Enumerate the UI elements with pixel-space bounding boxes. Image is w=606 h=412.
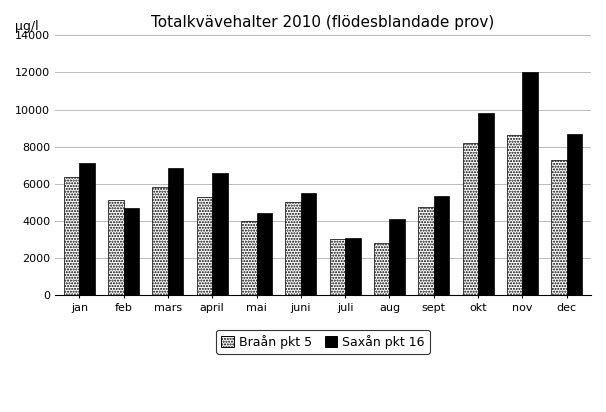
- Bar: [256, 213, 272, 295]
- Bar: [345, 238, 361, 295]
- Text: μg/l: μg/l: [15, 20, 38, 33]
- Bar: [551, 160, 567, 295]
- Bar: [241, 221, 256, 295]
- Bar: [390, 219, 405, 295]
- Bar: [108, 201, 124, 295]
- Bar: [567, 133, 582, 295]
- Bar: [79, 164, 95, 295]
- Bar: [168, 168, 184, 295]
- Bar: [212, 173, 228, 295]
- Legend: Braån pkt 5, Saxån pkt 16: Braån pkt 5, Saxån pkt 16: [216, 330, 430, 354]
- Bar: [434, 196, 449, 295]
- Bar: [64, 177, 79, 295]
- Bar: [374, 243, 390, 295]
- Bar: [522, 73, 538, 295]
- Bar: [197, 197, 212, 295]
- Bar: [301, 193, 316, 295]
- Bar: [285, 202, 301, 295]
- Bar: [153, 187, 168, 295]
- Bar: [124, 208, 139, 295]
- Bar: [462, 143, 478, 295]
- Bar: [418, 207, 434, 295]
- Title: Totalkvävehalter 2010 (flödesblandade prov): Totalkvävehalter 2010 (flödesblandade pr…: [152, 15, 494, 30]
- Bar: [507, 135, 522, 295]
- Bar: [478, 113, 493, 295]
- Bar: [330, 239, 345, 295]
